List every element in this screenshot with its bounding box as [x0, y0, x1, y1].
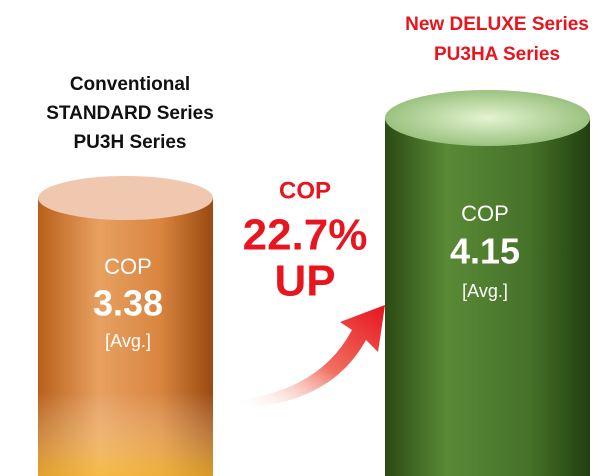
improvement-value: 22.7%	[243, 211, 368, 260]
arrow	[238, 305, 385, 408]
improvement-metric: COP	[279, 177, 331, 204]
left-metric: COP	[104, 254, 152, 279]
left-title: Conventional	[70, 74, 190, 95]
right-note: [Avg.]	[462, 281, 508, 301]
left-note: [Avg.]	[105, 331, 151, 351]
left-cylinder	[38, 176, 213, 476]
left-value: 3.38	[93, 283, 163, 324]
right-title: PU3HA Series	[434, 44, 560, 65]
right-cylinder	[385, 90, 590, 476]
improvement-direction: UP	[274, 257, 335, 306]
right-metric: COP	[461, 201, 509, 226]
left-title: PU3H Series	[73, 132, 186, 153]
left-title: STANDARD Series	[46, 103, 214, 124]
right-title: New DELUXE Series	[405, 14, 589, 35]
right-value: 4.15	[450, 231, 520, 272]
